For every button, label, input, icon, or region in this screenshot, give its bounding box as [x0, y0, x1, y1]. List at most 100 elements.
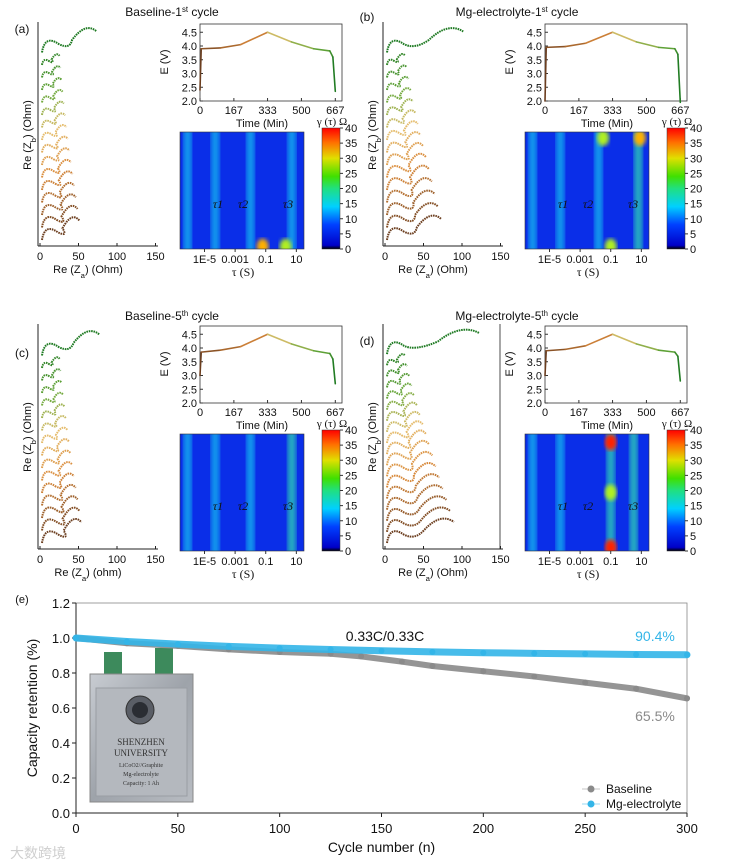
heatmap-background — [525, 434, 649, 551]
y-tick-label: 1.0 — [52, 631, 70, 646]
nyquist-spectrum — [41, 124, 68, 141]
voltage-ytick-label: 2.0 — [527, 96, 542, 108]
voltage-curve-segment — [312, 47, 331, 52]
panel-title-part: cycle — [188, 5, 219, 19]
drt-hotspot — [633, 132, 646, 146]
voltage-xtick-label: 333 — [603, 105, 621, 117]
baseline-retention-label: 65.5% — [635, 708, 675, 724]
nyquist-xlabel-part: ) (Ohm) — [85, 264, 123, 276]
nyquist-ylabel-part: Re (Z — [22, 142, 34, 170]
nyquist-spectrum — [386, 328, 480, 355]
nyquist-spectrum — [41, 391, 64, 406]
heatmap-bands — [183, 132, 296, 249]
voltage-ytick-label: 3.5 — [527, 357, 542, 369]
voltage-curve-segment — [219, 345, 242, 352]
panel-label: (a) — [15, 22, 30, 36]
voltage-curve-segment — [677, 53, 682, 104]
drt-band — [287, 132, 296, 249]
voltage-xtick-label: 333 — [603, 407, 621, 419]
nyquist-spectrum — [41, 461, 73, 481]
panel-title: Mg-electrolyte-5th cycle — [455, 309, 579, 324]
nyquist-xtick-label: 150 — [146, 554, 164, 566]
heatmap-frame — [179, 433, 305, 552]
nyquist-spectrum — [41, 506, 81, 531]
nyquist-spectrum — [386, 401, 418, 421]
voltage-curve-segment — [199, 351, 203, 377]
voltage-curve-segment — [239, 31, 269, 46]
voltage-curve-segment — [545, 45, 567, 49]
voltage-ylabel: E (V) — [159, 351, 171, 376]
drt-hotspot — [256, 238, 269, 249]
colorbar-tick-label: 15 — [690, 501, 702, 513]
nyquist-xlabel-part: ) (Ohm) — [430, 264, 468, 276]
nyquist-spectrum — [386, 484, 444, 510]
drt-band — [634, 132, 643, 249]
data-point — [123, 638, 130, 645]
watermark: 大数跨境 — [10, 845, 66, 861]
nyquist-ylabel-part: ) (Ohm) — [22, 100, 34, 138]
colorbar-tick-label: 20 — [690, 486, 702, 498]
voltage-curve-segment — [674, 351, 679, 358]
voltage-ytick-label: 3.0 — [182, 69, 197, 81]
data-point — [358, 653, 365, 660]
colorbar-tick-label: 20 — [345, 184, 357, 196]
nyquist-spectrum — [386, 363, 408, 377]
x-tick-label: 300 — [676, 821, 698, 836]
colorbar-tick-label: 35 — [345, 138, 357, 150]
nyquist-spectrum — [386, 392, 415, 410]
colorbar-label: γ (τ) Ω — [661, 418, 692, 430]
nyquist-spectrum — [386, 52, 406, 66]
voltage-curve-segment — [635, 343, 660, 352]
nyquist-spectrum — [41, 65, 62, 78]
drt-hotspot — [604, 484, 617, 501]
voltage-ytick-label: 4.0 — [182, 41, 197, 53]
battery-label-line: Mg-electrolyte — [123, 772, 159, 778]
nyquist-spectrum — [386, 439, 430, 466]
nyquist-xtick-label: 0 — [37, 251, 43, 263]
colorbar-tick-label: 30 — [345, 455, 357, 467]
voltage-frame — [544, 23, 688, 102]
colorbar-tick-label: 0 — [690, 546, 696, 558]
nyquist-spectrum — [386, 473, 440, 499]
colorbar-tick-label: 20 — [690, 184, 702, 196]
colorbar-gradient — [666, 429, 686, 552]
nyquist-spectrum — [386, 177, 433, 203]
drt-hotspot — [597, 132, 610, 146]
nyquist-xlabel: Re (Za) (Ohm) — [53, 264, 123, 280]
nyquist-ylabel-part: Re (Z — [367, 142, 379, 170]
data-point — [225, 643, 232, 650]
tau-tick-label: 10 — [635, 556, 647, 568]
voltage-xtick-label: 333 — [258, 105, 276, 117]
data-point — [378, 647, 385, 654]
nyquist-spectrum — [41, 88, 64, 103]
nyquist-spectrum — [386, 164, 430, 191]
nyquist-spectrum — [41, 53, 61, 66]
nyquist-spectrum — [386, 152, 427, 178]
drt-heatmap: τ1 τ2 τ3 1E-5 0.001 0.1 10 τ (S) — [179, 433, 305, 581]
rate-annotation: 0.33C/0.33C — [346, 628, 425, 644]
tau-tick-label: 0.1 — [258, 254, 273, 266]
nyquist-xtick-label: 100 — [453, 251, 471, 263]
nyquist-spectrum — [41, 403, 66, 419]
voltage-frame — [199, 325, 343, 404]
voltage-ytick-label: 4.5 — [527, 329, 542, 341]
nyquist-xlabel-part: a — [82, 574, 87, 583]
series-mg-electrolyte — [72, 634, 691, 659]
data-point — [429, 663, 436, 669]
nyquist-xtick-label: 50 — [417, 554, 429, 566]
nyquist-xlabel-part: Re (Z — [398, 264, 426, 276]
voltage-ytick-label: 3.0 — [527, 69, 542, 81]
panel-title-part: st — [182, 5, 189, 14]
y-tick-label: 0.6 — [52, 701, 70, 716]
voltage-curve-segment — [199, 47, 203, 91]
heatmap-frame — [524, 433, 650, 552]
voltage-xtick-label: 0 — [197, 105, 203, 117]
panel-title-part: cycle — [548, 5, 579, 19]
voltage-xtick-label: 167 — [225, 407, 243, 419]
nyquist-ylabel-part: Re (Z — [367, 444, 379, 472]
voltage-xlabel: Time (Min) — [236, 420, 288, 432]
voltage-xlabel: Time (Min) — [236, 118, 288, 130]
nyquist-spectrum — [386, 141, 424, 166]
colorbar-tick-label: 30 — [690, 455, 702, 467]
